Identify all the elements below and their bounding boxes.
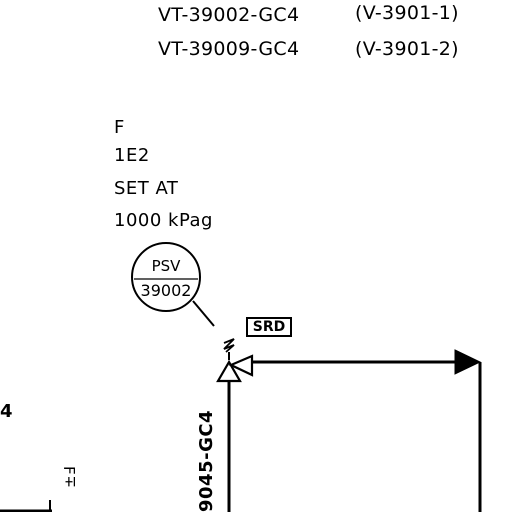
bubble-leader-line	[192, 300, 215, 327]
line-ref-vessel-1: (V-3901-1)	[355, 2, 459, 24]
valve-spring-icon	[223, 338, 235, 353]
valve-note-2: 1E2	[114, 145, 150, 166]
valve-outlet-triangle	[228, 354, 254, 377]
line-ref-tag-2: VT-39009-GC4	[158, 38, 300, 60]
valve-note-1: F	[114, 117, 125, 138]
valve-note-3: SET AT	[114, 178, 179, 199]
instrument-type-label: PSV	[151, 257, 181, 275]
flow-arrow-icon	[454, 349, 482, 375]
edge-fragment-rotated-text: ±Ⅎ	[61, 466, 79, 488]
instrument-number-label: 39002	[140, 281, 192, 300]
edge-fragment-text: 4	[0, 401, 13, 422]
line-ref-tag-1: VT-39002-GC4	[158, 4, 300, 26]
inlet-line-tag: 9045-GC4	[196, 409, 217, 512]
instrument-bubble-circle	[131, 242, 201, 312]
line-ref-vessel-2: (V-3901-2)	[355, 38, 459, 60]
valve-note-4: 1000 kPag	[114, 210, 213, 231]
srd-tag-box: SRD	[246, 317, 292, 337]
